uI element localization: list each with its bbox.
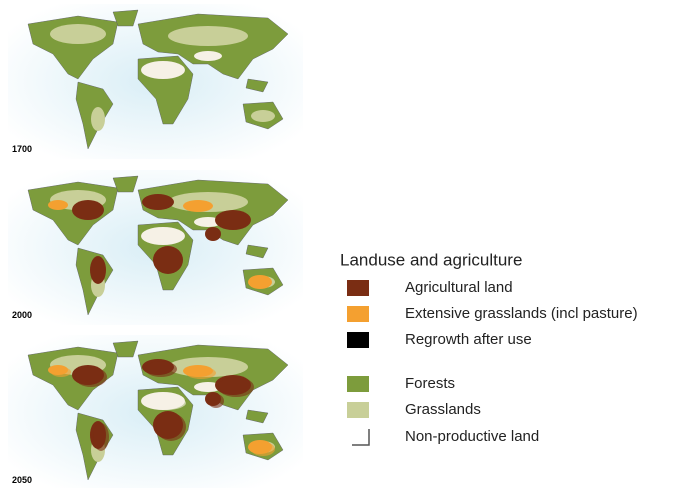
legend-label: Grasslands: [405, 401, 481, 418]
map-1700: 1700: [8, 4, 303, 159]
legend-title: Landuse and agriculture: [340, 250, 522, 269]
map-label: 2000: [12, 310, 32, 320]
legend-label: Regrowth after use: [405, 331, 532, 348]
legend-swatch: [347, 376, 369, 392]
legend-label: Agricultural land: [405, 279, 513, 296]
map-label: 1700: [12, 144, 32, 154]
legend-swatch: [347, 402, 369, 418]
figure: 1700 2000 2050 Landuse and agriculture A…: [0, 0, 687, 488]
legend-label: Forests: [405, 375, 455, 392]
map-2000: 2000: [8, 170, 303, 325]
map-label: 2050: [12, 475, 32, 485]
legend-label: Extensive grasslands (incl pasture): [405, 305, 638, 322]
legend-label: Non-productive land: [405, 428, 539, 445]
legend-swatch: [347, 429, 369, 445]
legend: Landuse and agriculture Agricultural lan…: [340, 250, 638, 445]
map-2050: 2050: [8, 335, 303, 488]
legend-swatch: [347, 306, 369, 322]
legend-swatch: [347, 280, 369, 296]
legend-swatch: [347, 332, 369, 348]
